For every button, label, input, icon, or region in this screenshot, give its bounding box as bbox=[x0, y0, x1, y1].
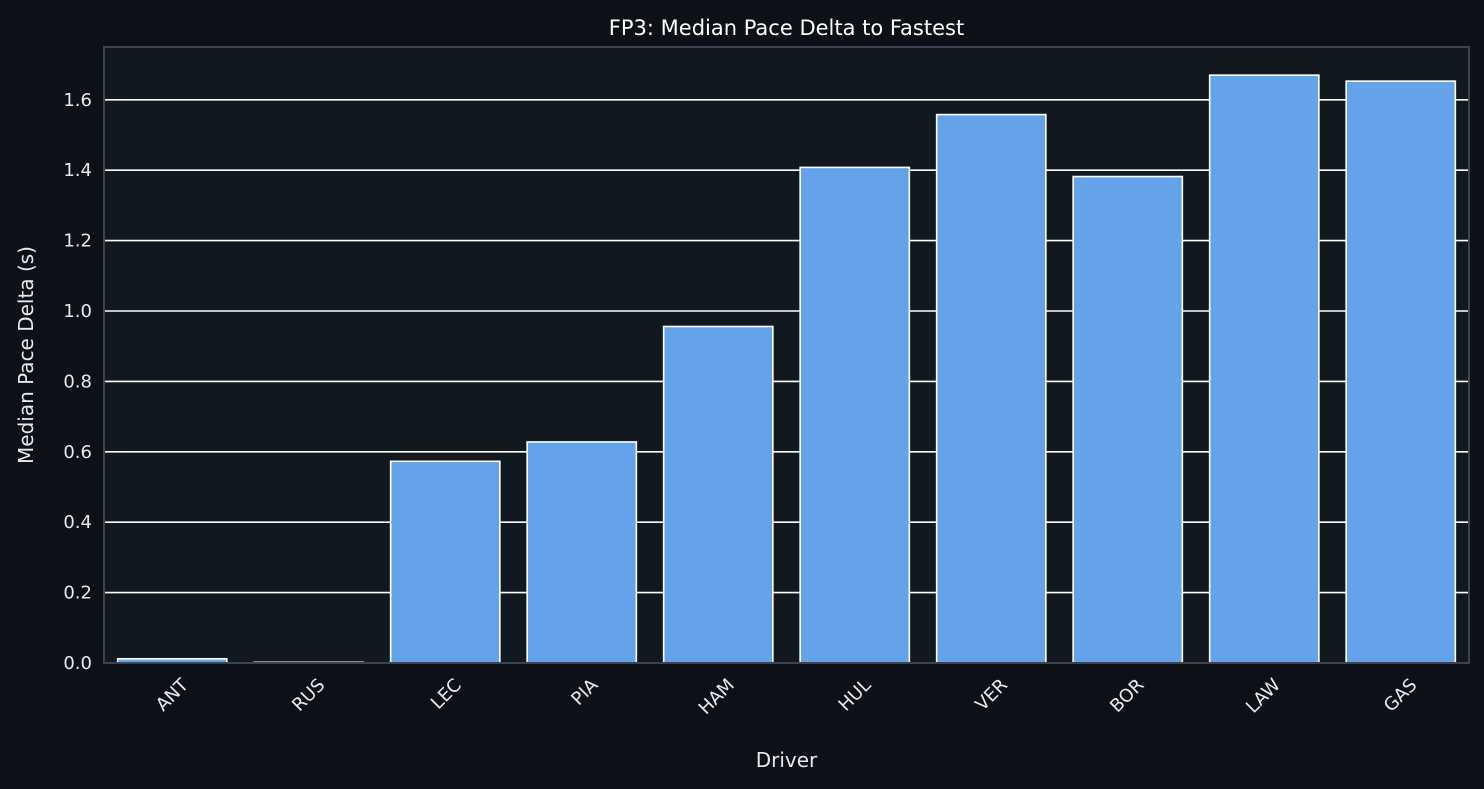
x-tick-label: ANT bbox=[152, 674, 194, 716]
bar-gas bbox=[1345, 80, 1457, 664]
x-tick-label: RUS bbox=[288, 675, 329, 716]
bar-bor bbox=[1072, 175, 1184, 664]
y-tick-label: 0.6 bbox=[63, 442, 92, 463]
bar-ham bbox=[662, 325, 774, 664]
x-tick-label: BOR bbox=[1106, 675, 1148, 717]
x-tick-label: VER bbox=[971, 675, 1011, 715]
x-tick-labels: ANT RUS LEC PIA HAM HUL VER BOR LAW GAS bbox=[152, 674, 1421, 719]
x-tick-label: LEC bbox=[427, 675, 466, 714]
x-tick-label: HAM bbox=[695, 675, 739, 719]
x-tick-label: LAW bbox=[1242, 675, 1285, 718]
y-tick-label: 0.8 bbox=[63, 371, 92, 392]
bar-lec bbox=[389, 460, 501, 664]
y-tick-label: 1.4 bbox=[63, 160, 92, 181]
x-tick-label: PIA bbox=[567, 674, 602, 709]
chart-title: FP3: Median Pace Delta to Fastest bbox=[609, 16, 964, 40]
bar-ver bbox=[935, 113, 1047, 664]
y-tick-labels: 0.0 0.2 0.4 0.6 0.8 1.0 1.2 1.4 1.6 bbox=[63, 90, 92, 674]
bar-hul bbox=[799, 166, 911, 664]
x-tick-label: HUL bbox=[834, 675, 875, 716]
y-tick-label: 1.2 bbox=[63, 231, 92, 252]
y-tick-label: 0.4 bbox=[63, 512, 92, 533]
plot-frame bbox=[103, 46, 1470, 664]
bars bbox=[116, 74, 1457, 664]
bar-law bbox=[1208, 74, 1320, 664]
y-axis-label: Median Pace Delta (s) bbox=[14, 246, 38, 464]
x-tick-label: GAS bbox=[1380, 675, 1421, 716]
y-tick-label: 1.6 bbox=[63, 90, 92, 111]
y-tick-label: 0.2 bbox=[63, 583, 92, 604]
x-axis-label: Driver bbox=[756, 748, 818, 772]
bar-pia bbox=[526, 441, 638, 664]
y-tick-label: 1.0 bbox=[63, 301, 92, 322]
y-tick-label: 0.0 bbox=[63, 653, 92, 674]
